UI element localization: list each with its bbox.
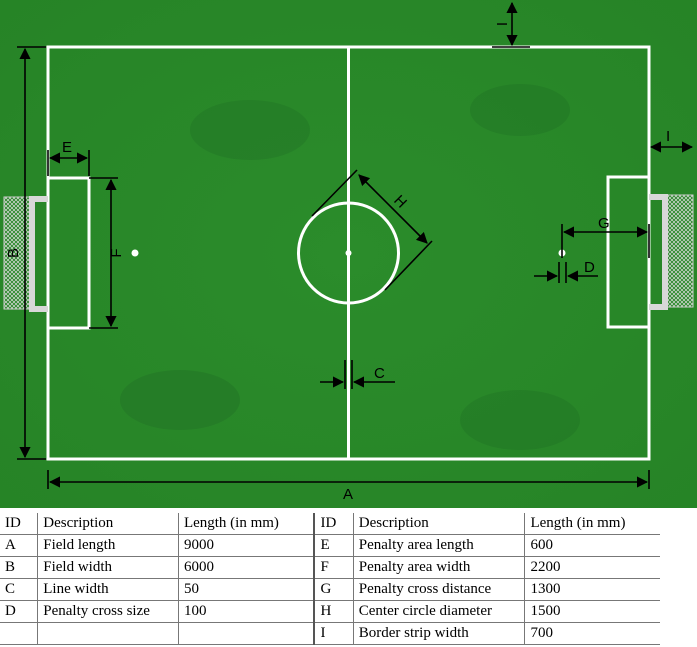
header-id: ID xyxy=(0,513,39,535)
left-penalty-area xyxy=(46,176,91,330)
dim-h-tick xyxy=(384,240,433,291)
cell-description: Field width xyxy=(37,556,179,579)
cell-id: H xyxy=(313,600,354,623)
dim-h-tick xyxy=(311,169,358,217)
table-header-row: ID Description Length (in mm) ID Descrip… xyxy=(0,513,660,535)
cell-description: Penalty area length xyxy=(352,534,526,557)
header-length: Length (in mm) xyxy=(177,513,315,535)
grass-shade xyxy=(120,370,240,430)
dimension-lines xyxy=(17,1,694,489)
cell-id: D xyxy=(0,600,39,623)
right-goal xyxy=(649,194,694,310)
cell-id: G xyxy=(313,578,354,601)
cell-id: I xyxy=(313,622,354,645)
label-i-right: I xyxy=(666,128,670,145)
cell-id: E xyxy=(313,534,354,557)
table-row: D Penalty cross size 100 H Center circle… xyxy=(0,600,660,623)
label-f: F xyxy=(108,248,125,257)
cell-length: 50 xyxy=(177,578,315,601)
cell-length: 1500 xyxy=(524,600,660,623)
label-g: G xyxy=(598,215,610,232)
cell-id: B xyxy=(0,556,39,579)
cell-description xyxy=(37,622,179,645)
label-e: E xyxy=(62,139,72,156)
cell-length: 700 xyxy=(524,622,660,645)
dim-h-arrow xyxy=(358,174,428,244)
cell-id: F xyxy=(313,556,354,579)
label-d: D xyxy=(584,259,595,276)
table-row: B Field width 6000 F Penalty area width … xyxy=(0,556,660,579)
grass-shade xyxy=(190,100,310,160)
label-c: C xyxy=(374,365,385,382)
grass-shade xyxy=(460,390,580,450)
header-description: Description xyxy=(37,513,179,535)
cell-description: Border strip width xyxy=(352,622,526,645)
table-row: A Field length 9000 E Penalty area lengt… xyxy=(0,534,660,557)
cell-length: 9000 xyxy=(177,534,315,557)
cell-description: Line width xyxy=(37,578,179,601)
cell-description: Penalty cross size xyxy=(37,600,179,623)
right-goal-net xyxy=(664,194,694,308)
cell-length: 1300 xyxy=(524,578,660,601)
center-mark xyxy=(345,250,352,256)
table-row: I Border strip width 700 xyxy=(0,622,660,645)
cell-id: A xyxy=(0,534,39,557)
cell-id: C xyxy=(0,578,39,601)
label-i-top: I xyxy=(494,22,511,26)
header-length: Length (in mm) xyxy=(524,513,660,535)
grass-shade xyxy=(470,84,570,136)
cell-description: Center circle diameter xyxy=(352,600,526,623)
label-b: B xyxy=(5,248,22,258)
left-goal-frame xyxy=(29,196,48,312)
header-description: Description xyxy=(352,513,526,535)
cell-description: Field length xyxy=(37,534,179,557)
right-goal-frame xyxy=(649,194,668,310)
center-circle xyxy=(297,201,400,305)
cell-length xyxy=(177,622,315,645)
label-a: A xyxy=(343,486,353,503)
cell-length: 600 xyxy=(524,534,660,557)
cell-length: 2200 xyxy=(524,556,660,579)
cell-length: 100 xyxy=(177,600,315,623)
cell-length: 6000 xyxy=(177,556,315,579)
left-penalty-mark xyxy=(131,249,139,257)
dimension-table: ID Description Length (in mm) ID Descrip… xyxy=(0,513,660,645)
cell-id xyxy=(0,622,39,645)
soccer-field-diagram: A B C D E F G H I I xyxy=(0,0,697,508)
cell-description: Penalty area width xyxy=(352,556,526,579)
cell-description: Penalty cross distance xyxy=(352,578,526,601)
table-row: C Line width 50 G Penalty cross distance… xyxy=(0,578,660,601)
header-id: ID xyxy=(313,513,354,535)
